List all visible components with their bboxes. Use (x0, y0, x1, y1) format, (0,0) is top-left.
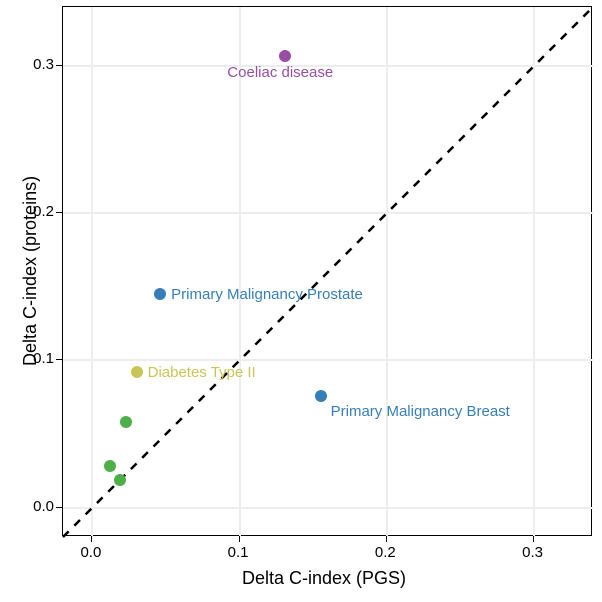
y-tick (56, 212, 62, 213)
data-point-label: Primary Malignancy Prostate (171, 286, 363, 303)
y-tick-label: 0.1 (24, 350, 54, 367)
identity-line (63, 7, 593, 537)
y-tick (56, 65, 62, 66)
x-tick-label: 0.2 (375, 544, 396, 561)
x-tick (239, 536, 240, 542)
data-point-label: Primary Malignancy Breast (331, 403, 510, 420)
x-tick-label: 0.0 (80, 544, 101, 561)
data-point-label: Coeliac disease (227, 64, 333, 81)
data-point (120, 416, 132, 428)
plot-panel: Coeliac disease Primary Malignancy Prosta… (62, 6, 592, 536)
y-tick-label: 0.3 (24, 56, 54, 73)
data-point (104, 460, 116, 472)
x-tick (533, 536, 534, 542)
data-point (131, 366, 143, 378)
x-axis-title: Delta C-index (PGS) (242, 568, 406, 589)
data-point-label: Diabetes Type II (148, 364, 256, 381)
scatter-chart: Coeliac disease Primary Malignancy Prosta… (0, 0, 602, 602)
x-tick-label: 0.1 (228, 544, 249, 561)
x-tick (91, 536, 92, 542)
y-tick (56, 507, 62, 508)
y-tick-label: 0.2 (24, 203, 54, 220)
x-tick (386, 536, 387, 542)
data-point (315, 390, 327, 402)
y-tick-label: 0.0 (24, 498, 54, 515)
y-tick (56, 359, 62, 360)
x-tick-label: 0.3 (522, 544, 543, 561)
data-point (279, 50, 291, 62)
data-point (154, 288, 166, 300)
data-point (114, 474, 126, 486)
